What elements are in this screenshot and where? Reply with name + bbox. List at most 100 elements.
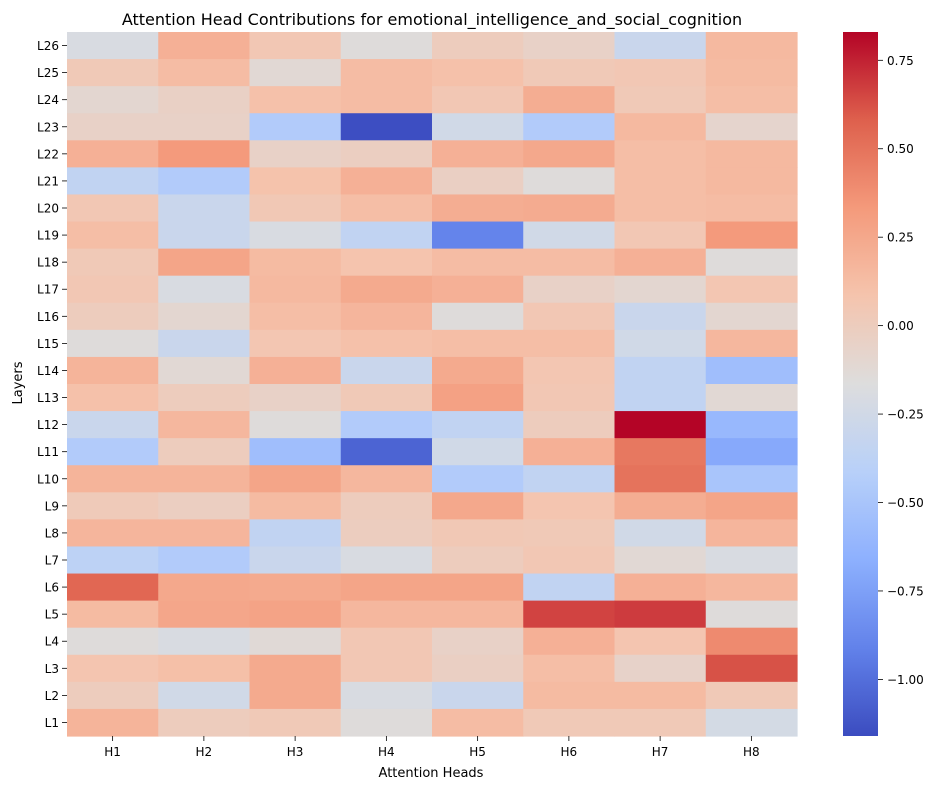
- heatmap-cell: [614, 194, 707, 223]
- heatmap-cell: [67, 113, 159, 141]
- heatmap-cell: [340, 708, 433, 737]
- heatmap-cell: [340, 275, 433, 304]
- heatmap-cell: [340, 600, 433, 629]
- heatmap-cell: [340, 302, 433, 331]
- heatmap-cell: [523, 573, 616, 602]
- heatmap-cell: [432, 86, 524, 114]
- heatmap-cell: [523, 681, 616, 710]
- y-tick-label: L2: [45, 689, 59, 703]
- heatmap-cell: [158, 681, 251, 710]
- heatmap-cell: [432, 356, 524, 385]
- heatmap-cell: [249, 519, 342, 548]
- x-tick-label: H1: [104, 745, 121, 759]
- heatmap-cell: [340, 438, 433, 466]
- heatmap-cell: [158, 221, 251, 250]
- heatmap-cell: [614, 600, 707, 629]
- heatmap-cell: [340, 411, 433, 439]
- heatmap-cell: [705, 302, 798, 331]
- heatmap-cell: [158, 546, 251, 575]
- heatmap-cell: [67, 275, 159, 304]
- heatmap-cell: [432, 384, 524, 412]
- y-tick-label: L6: [45, 581, 59, 595]
- heatmap-cell: [249, 681, 342, 710]
- heatmap-cell: [67, 356, 159, 385]
- heatmap-cell: [158, 492, 251, 520]
- colorbar-tick-label: −1.00: [887, 673, 924, 687]
- heatmap-cell: [523, 32, 616, 60]
- heatmap-cell: [158, 113, 251, 141]
- heatmap-cell: [340, 519, 433, 548]
- heatmap-cell: [705, 329, 798, 358]
- heatmap-cell: [432, 600, 524, 629]
- y-tick-label: L15: [37, 337, 59, 351]
- heatmap-cell: [340, 167, 433, 196]
- y-tick-label: L10: [37, 472, 59, 486]
- heatmap-cell: [249, 438, 342, 466]
- heatmap-cell: [614, 411, 707, 439]
- heatmap-cell: [523, 140, 616, 168]
- heatmap-cell: [249, 600, 342, 629]
- heatmap-cell: [158, 438, 251, 466]
- heatmap-cell: [158, 384, 251, 412]
- y-tick-label: L11: [37, 445, 59, 459]
- y-tick-label: L8: [45, 526, 59, 540]
- heatmap-cell: [614, 465, 707, 493]
- heatmap-cell: [340, 465, 433, 493]
- y-tick-label: L14: [37, 364, 59, 378]
- heatmap-cell: [705, 275, 798, 304]
- heatmap-cell: [340, 356, 433, 385]
- heatmap-cell: [67, 654, 159, 683]
- y-tick-label: L21: [37, 174, 59, 188]
- heatmap-cell: [705, 519, 798, 548]
- y-tick-label: L18: [37, 256, 59, 270]
- heatmap-cell: [614, 167, 707, 196]
- heatmap-cell: [249, 221, 342, 250]
- heatmap-cell: [614, 32, 707, 60]
- heatmap-cell: [705, 654, 798, 683]
- x-tick-label: H8: [743, 745, 760, 759]
- heatmap-cell: [705, 167, 798, 196]
- y-tick-label: L16: [37, 310, 59, 324]
- heatmap-cell: [705, 194, 798, 223]
- heatmap-cell: [67, 194, 159, 223]
- heatmap-cell: [523, 708, 616, 737]
- heatmap-cell: [705, 221, 798, 250]
- heatmap-cell: [249, 113, 342, 141]
- heatmap-cell: [158, 411, 251, 439]
- heatmap-cell: [67, 519, 159, 548]
- heatmap-cell: [432, 140, 524, 168]
- heatmap-cell: [158, 86, 251, 114]
- colorbar-tick-label: 0.50: [887, 142, 914, 156]
- heatmap-cell: [249, 465, 342, 493]
- colorbar: [843, 32, 878, 736]
- heatmap-cell: [523, 167, 616, 196]
- heatmap-cell: [432, 492, 524, 520]
- heatmap-cell: [705, 113, 798, 141]
- heatmap-cell: [249, 248, 342, 277]
- heatmap-cell: [432, 59, 524, 87]
- heatmap-cell: [67, 329, 159, 358]
- y-axis-label: Layers: [11, 361, 26, 404]
- heatmap-cell: [340, 140, 433, 168]
- heatmap-cell: [67, 411, 159, 439]
- x-tick-label: H7: [652, 745, 669, 759]
- heatmap-cell: [67, 140, 159, 168]
- heatmap-cell: [67, 492, 159, 520]
- heatmap-cell: [523, 492, 616, 520]
- heatmap-cell: [614, 248, 707, 277]
- heatmap-cell: [432, 681, 524, 710]
- heatmap-cell: [614, 519, 707, 548]
- heatmap-cell: [67, 32, 159, 60]
- x-axis-label: Attention Heads: [379, 766, 484, 781]
- y-tick-label: L20: [37, 202, 59, 216]
- heatmap-cell: [67, 59, 159, 87]
- heatmap-cell: [432, 708, 524, 737]
- heatmap-cell: [523, 465, 616, 493]
- heatmap-cell: [158, 32, 251, 60]
- heatmap-cell: [158, 600, 251, 629]
- heatmap-cells: [67, 32, 798, 737]
- heatmap-cell: [523, 59, 616, 87]
- heatmap-cell: [523, 384, 616, 412]
- colorbar-tick-label: 0.00: [887, 319, 914, 333]
